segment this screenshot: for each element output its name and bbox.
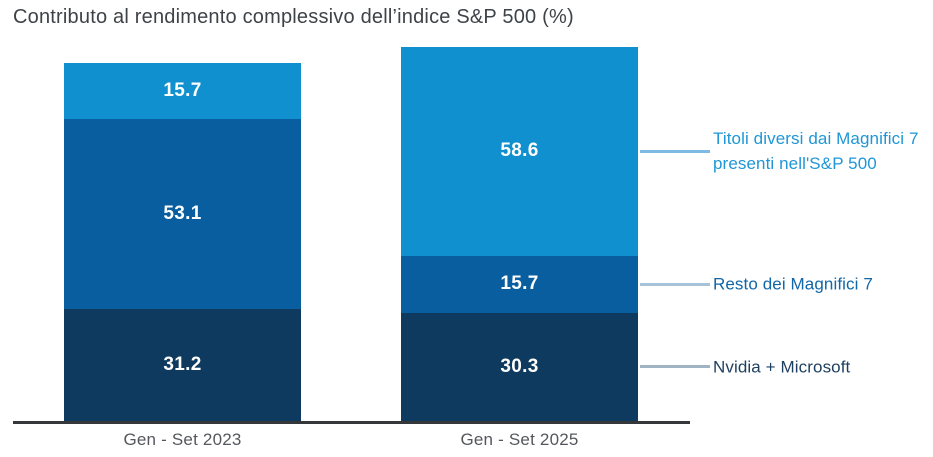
bar-value-label: 15.7 [500,273,539,295]
chart-title: Contributo al rendimento complessivo del… [13,6,574,28]
bar-value-label: 58.6 [500,140,539,162]
x-axis-line [13,421,690,424]
x-axis-label: Gen - Set 2025 [460,430,579,449]
bar-segment: 15.7 [64,63,301,120]
bar-value-label: 53.1 [163,203,202,225]
legend-label: Resto dei Magnifici 7 [713,274,873,294]
bar-segment: 58.6 [401,46,638,257]
x-axis-label: Gen - Set 2023 [123,430,242,449]
legend-connector-line [640,282,710,286]
bar-segment: 53.1 [64,119,301,310]
bar-segment: 15.7 [401,256,638,313]
legend-connector-line [640,149,710,153]
bar-segment: 31.2 [64,309,301,421]
legend-connector-line [640,365,710,369]
bar-value-label: 15.7 [163,80,202,102]
bar-value-label: 30.3 [500,355,539,377]
bar-segment: 30.3 [401,312,638,421]
legend-label: Nvidia + Microsoft [713,357,851,377]
legend-label: Titoli diversi dai Magnifici 7 presenti … [713,129,919,174]
bar-value-label: 31.2 [163,354,202,376]
